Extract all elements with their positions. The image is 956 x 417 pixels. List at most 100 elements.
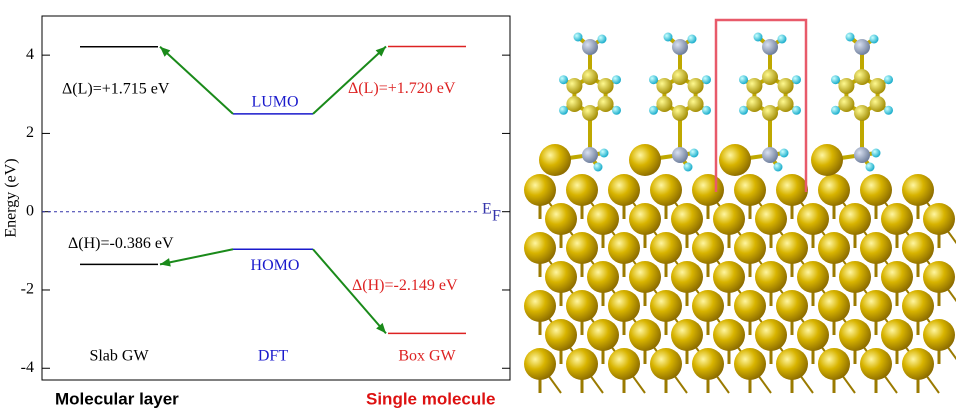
transition-arrow	[159, 45, 234, 115]
c-atom	[672, 69, 688, 85]
column-label: Slab GW	[89, 348, 149, 365]
au-atom	[860, 290, 892, 322]
lumo-label: Δ(L)=+1.720 eV	[348, 80, 456, 97]
h-atom	[702, 75, 712, 85]
h-atom	[689, 148, 699, 158]
au-atom	[629, 261, 661, 293]
au-atom	[608, 174, 640, 206]
au-atom	[608, 232, 640, 264]
c-atom	[656, 78, 673, 94]
h-atom	[830, 105, 840, 115]
n-atom	[854, 39, 870, 55]
h-atom	[869, 34, 879, 44]
au-atom	[692, 174, 724, 206]
h-atom	[792, 105, 802, 115]
au-atom	[524, 174, 556, 206]
c-atom	[597, 96, 614, 112]
au-atom	[734, 232, 766, 264]
au-atom	[734, 174, 766, 206]
au-atom	[818, 174, 850, 206]
h-atom	[593, 162, 603, 172]
transition-arrow	[312, 45, 387, 115]
h-atom	[683, 162, 693, 172]
c-atom	[854, 105, 870, 121]
au-atom	[902, 174, 934, 206]
c-atom	[777, 78, 794, 94]
au-atom	[566, 232, 598, 264]
au-atom	[860, 232, 892, 264]
h-atom	[573, 32, 583, 42]
h-atom	[779, 148, 789, 158]
au-atom	[713, 203, 745, 235]
homo-label: Δ(H)=-2.149 eV	[352, 277, 458, 294]
h-atom	[738, 75, 748, 85]
chart: -4 -2 0 2 4 Energy (eV) E F Δ(L)=+1.715 eV Δ(H)=-…	[3, 15, 511, 408]
h-atom	[753, 32, 763, 42]
c-atom	[777, 96, 794, 112]
caption: Single molecule	[366, 389, 495, 408]
y-tick-label: 4	[26, 46, 34, 63]
au-atom	[776, 232, 808, 264]
h-atom	[648, 75, 658, 85]
arrow-head	[160, 258, 171, 267]
c-atom	[687, 78, 704, 94]
molecule-structure	[524, 18, 956, 394]
c-atom	[566, 96, 583, 112]
h-atom	[612, 105, 622, 115]
h-atom	[773, 162, 783, 172]
c-atom	[838, 78, 855, 94]
au-atom	[671, 203, 703, 235]
c-atom	[582, 69, 598, 85]
au-atom	[818, 232, 850, 264]
h-atom	[830, 75, 840, 85]
c-atom	[656, 96, 673, 112]
au-atom	[902, 232, 934, 264]
h-atom	[884, 75, 894, 85]
h-atom	[648, 105, 658, 115]
arrow-head	[160, 46, 171, 57]
au-atom	[839, 261, 871, 293]
n-atom	[762, 39, 778, 55]
au-atom	[839, 203, 871, 235]
column-label: DFT	[258, 348, 288, 365]
c-atom	[838, 96, 855, 112]
unit-cell	[714, 18, 808, 192]
au-atom	[755, 203, 787, 235]
au-atom	[524, 348, 556, 380]
fermi-label: E	[482, 200, 492, 217]
h-atom	[687, 34, 697, 44]
au-atom	[650, 174, 682, 206]
au-atom	[566, 290, 598, 322]
h-atom	[558, 75, 568, 85]
au-atom	[860, 348, 892, 380]
au-atom	[923, 203, 955, 235]
au-adatom	[811, 144, 843, 176]
lumo-label: Δ(L)=+1.715 eV	[62, 80, 170, 97]
au-atom	[692, 348, 724, 380]
au-atom	[608, 348, 640, 380]
h-atom	[845, 32, 855, 42]
au-atom	[566, 348, 598, 380]
au-atom	[902, 348, 934, 380]
c-atom	[566, 78, 583, 94]
c-atom	[869, 96, 886, 112]
n-atom	[854, 147, 870, 163]
au-atom	[713, 261, 745, 293]
c-atom	[672, 105, 688, 121]
transition-arrow	[312, 248, 387, 335]
au-atom	[839, 319, 871, 351]
au-atom	[755, 261, 787, 293]
n-atom	[762, 147, 778, 163]
au-atom	[629, 203, 661, 235]
au-adatom	[629, 144, 661, 176]
au-adatom	[719, 144, 751, 176]
au-atom	[860, 174, 892, 206]
caption: Molecular layer	[55, 389, 179, 408]
au-atom	[587, 261, 619, 293]
au-atom	[629, 319, 661, 351]
au-atom	[650, 348, 682, 380]
au-atom	[797, 203, 829, 235]
au-atom	[797, 319, 829, 351]
au-atom	[797, 261, 829, 293]
h-atom	[884, 105, 894, 115]
